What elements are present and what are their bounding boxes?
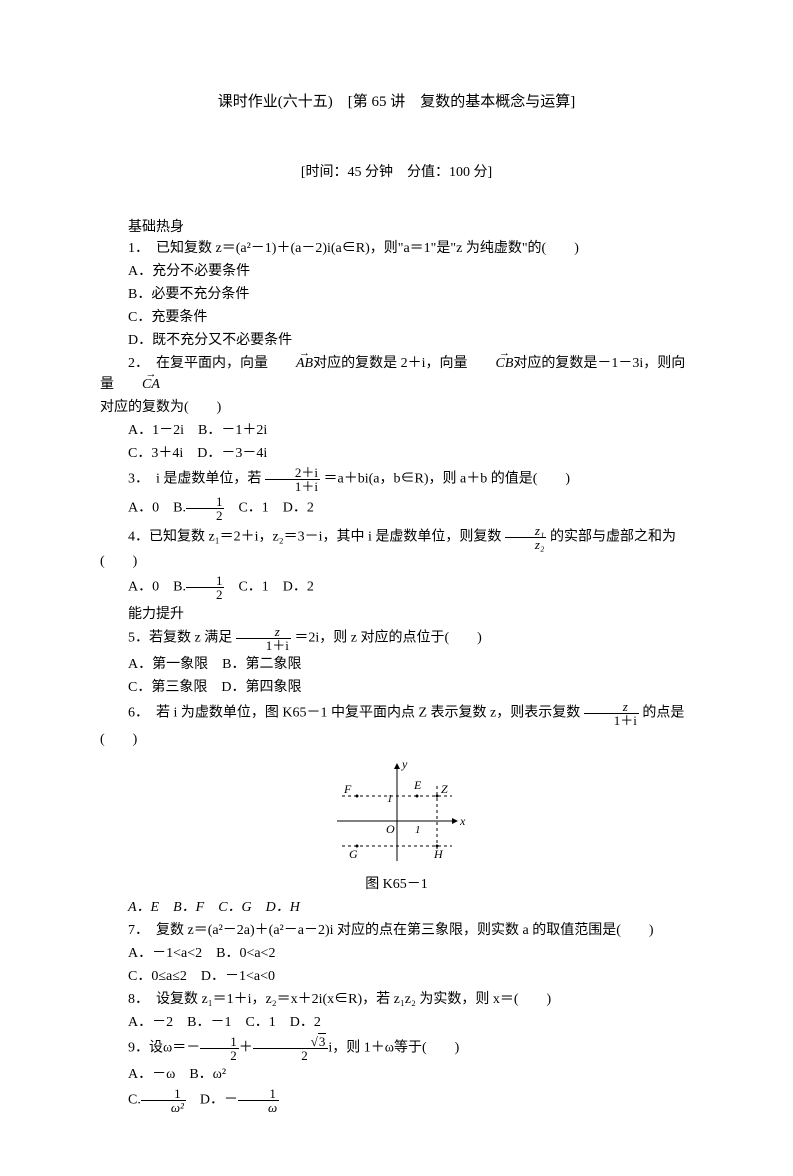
q5-optCD: C．第三象限 D．第四象限 — [100, 677, 693, 698]
q4-opt-frac: 12 — [186, 574, 225, 601]
q5-optAB: A．第一象限 B．第二象限 — [100, 654, 693, 675]
q9-frac2: √32 — [253, 1035, 329, 1062]
q1-optB: B．必要不充分条件 — [100, 284, 693, 305]
q3-opt-frac: 12 — [186, 495, 225, 522]
q9-optAB: A．－ω B．ω² — [100, 1064, 693, 1085]
q7-stem: 7． 复数 z＝(a²－2a)＋(a²－a－2)i 对应的点在第三象限，则实数 … — [100, 920, 693, 941]
q1-optD: D．既不充分又不必要条件 — [100, 330, 693, 351]
point-G: G — [349, 847, 358, 861]
q3-stem: 3． i 是虚数单位，若 2＋i1＋i ＝a＋bi(a，b∈R)，则 a＋b 的… — [100, 466, 693, 493]
q1-optA: A．充分不必要条件 — [100, 261, 693, 282]
q4-stem: 4．已知复数 z₁＝2＋i，z₂＝3－i，其中 i 是虚数单位，则复数 z₁z₂… — [100, 524, 693, 572]
q6-opts: A．E B．F C．G D．H — [100, 897, 693, 918]
q5-fraction: z1＋i — [236, 625, 291, 652]
vector-ca: CA — [114, 374, 160, 395]
q6-paren: ( ) — [100, 729, 693, 750]
page-title: 课时作业(六十五) [第 65 讲 复数的基本概念与运算] — [100, 90, 693, 111]
q2-tail: 对应的复数为( ) — [100, 397, 693, 418]
q8-stem: 8． 设复数 z₁＝1＋i，z₂＝x＋2i(x∈R)，若 z₁z₂ 为实数，则 … — [100, 989, 693, 1010]
coord-plane-svg: 1 1 y x O E F Z G H — [322, 756, 472, 866]
q1-optC: C．充要条件 — [100, 307, 693, 328]
q9-stem: 9．设ω＝－12＋√32i，则 1＋ω等于( ) — [100, 1035, 693, 1062]
q1-stem: 1． 已知复数 z＝(a²－1)＋(a－2)i(a∈R)，则"a＝1"是"z 为… — [100, 238, 693, 259]
q2-optCD: C．3＋4i D．－3－4i — [100, 443, 693, 464]
q4-opts: A．0 B.12 C．1 D．2 — [100, 574, 693, 601]
point-H: H — [433, 847, 444, 861]
q2-optAB: A．1－2i B．－1＋2i — [100, 420, 693, 441]
q9-frac1: 12 — [200, 1035, 239, 1062]
point-Z: Z — [441, 782, 448, 796]
origin-label: O — [386, 822, 395, 836]
point-F: F — [343, 782, 352, 796]
q8-opts: A．－2 B．－1 C．1 D．2 — [100, 1012, 693, 1033]
q9-fracD: 1ω — [238, 1087, 279, 1114]
q9-optCD: C.1ω² D．－1ω — [100, 1087, 693, 1114]
q6-fraction: z1＋i — [584, 700, 639, 727]
figure-k65-1: 1 1 y x O E F Z G H — [100, 756, 693, 871]
q4-fraction: z₁z₂ — [505, 524, 547, 551]
q3-opts: A．0 B.12 C．1 D．2 — [100, 495, 693, 522]
tick-1y: 1 — [387, 793, 393, 805]
vector-ab: AB — [268, 353, 313, 374]
section-improve: 能力提升 — [100, 603, 693, 623]
q2-stem: 2． 在复平面内，向量AB对应的复数是 2＋i，向量CB对应的复数是－1－3i，… — [100, 353, 693, 395]
point-E: E — [413, 778, 422, 792]
q3-fraction: 2＋i1＋i — [265, 466, 320, 493]
axis-x-label: x — [459, 814, 466, 828]
page-subtitle: [时间：45 分钟 分值：100 分] — [100, 161, 693, 181]
q7-optAB: A．－1<a<2 B．0<a<2 — [100, 943, 693, 964]
q6-stem: 6． 若 i 为虚数单位，图 K65－1 中复平面内点 Z 表示复数 z，则表示… — [100, 700, 693, 727]
tick-1x: 1 — [415, 824, 421, 836]
q5-stem: 5．若复数 z 满足 z1＋i ＝2i，则 z 对应的点位于( ) — [100, 625, 693, 652]
q9-fracC: 1ω² — [141, 1087, 186, 1114]
figure-caption: 图 K65－1 — [100, 873, 693, 893]
section-warmup: 基础热身 — [100, 216, 693, 236]
axis-y-label: y — [401, 757, 408, 771]
vector-cb: CB — [468, 353, 514, 374]
page: 课时作业(六十五) [第 65 讲 复数的基本概念与运算] [时间：45 分钟 … — [0, 0, 793, 1176]
q7-optCD: C．0≤a≤2 D．－1<a<0 — [100, 966, 693, 987]
